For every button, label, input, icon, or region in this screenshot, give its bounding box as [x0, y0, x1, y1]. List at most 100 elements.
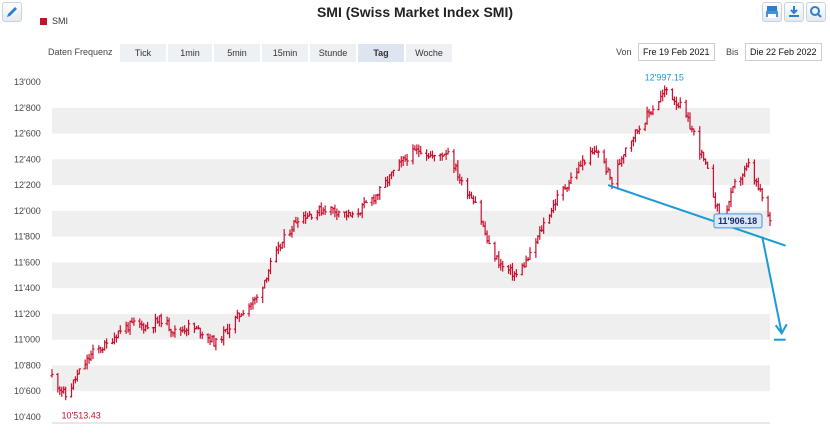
ohlc-bar [261, 286, 265, 303]
ohlc-bar [553, 199, 557, 211]
from-label: Von [616, 47, 632, 57]
ohlc-bar [118, 325, 122, 334]
ohlc-bar [374, 194, 378, 205]
grid-band [52, 365, 770, 392]
zoom-icon [810, 6, 822, 18]
ohlc-bar [651, 105, 655, 116]
ohlc-bar [280, 241, 284, 249]
y-tick-label: 12'800 [14, 103, 41, 113]
ohlc-bar [255, 294, 259, 303]
print-button[interactable] [762, 2, 782, 22]
ohlc-bar [64, 386, 68, 401]
ohlc-bar [268, 257, 273, 275]
ohlc-bar [624, 147, 628, 158]
ohlc-bar [50, 369, 54, 378]
print-icon [766, 6, 778, 18]
tab-tick[interactable]: Tick [120, 44, 166, 62]
ohlc-bar [214, 337, 218, 351]
to-date-input[interactable]: Die 22 Feb 2022 [745, 43, 822, 61]
ohlc-bar [241, 309, 245, 316]
y-tick-label: 11'600 [14, 257, 40, 267]
ohlc-bar [661, 89, 665, 102]
ohlc-bar [676, 102, 680, 109]
ohlc-bar [569, 172, 573, 185]
ohlc-bar [274, 246, 278, 263]
ohlc-bar [89, 350, 93, 361]
ohlc-bar [731, 186, 735, 194]
ohlc-bar [592, 146, 597, 155]
ohlc-bar [446, 147, 450, 155]
ohlc-bar [629, 140, 634, 152]
arrow-head [774, 323, 788, 336]
tab-5min[interactable]: 5min [214, 44, 260, 62]
ohlc-bar [700, 149, 704, 159]
ohlc-bar [350, 211, 355, 218]
download-button[interactable] [784, 2, 804, 22]
ohlc-bar [391, 169, 396, 177]
ohlc-bar [253, 296, 257, 305]
last-value-label: 11'906.18 [718, 216, 757, 226]
edit-button[interactable] [2, 2, 22, 22]
ohlc-bar [173, 325, 177, 338]
tab-stunde[interactable]: Stunde [310, 44, 356, 62]
y-tick-label: 10'400 [14, 412, 41, 422]
y-tick-label: 12'000 [14, 206, 41, 216]
ohlc-bar [596, 149, 600, 158]
tab-15min[interactable]: 15min [262, 44, 308, 62]
tab-woche[interactable]: Woche [406, 44, 452, 62]
ohlc-bar [186, 319, 191, 336]
ohlc-bar [428, 151, 433, 158]
ohlc-bar [337, 210, 341, 218]
grid-band [52, 262, 770, 289]
ohlc-bar [364, 200, 368, 204]
ohlc-bar [678, 97, 682, 109]
ohlc-bar [670, 88, 675, 101]
ohlc-bar [419, 146, 423, 155]
grid-band [52, 210, 770, 237]
ohlc-bar [760, 187, 764, 202]
trendline [607, 184, 786, 247]
forecast-arrow [761, 236, 783, 334]
ohlc-bar [426, 153, 431, 159]
ohlc-bar [159, 313, 163, 328]
tab-tag[interactable]: Tag [358, 44, 404, 62]
ohlc-bar [733, 178, 737, 189]
ohlc-bar [296, 217, 300, 228]
chart-title: SMI (Swiss Market Index SMI) [316, 4, 514, 20]
ohlc-bar [323, 205, 327, 215]
ohlc-bar [105, 338, 109, 349]
ohlc-bar [664, 87, 669, 95]
ohlc-bar [729, 187, 733, 208]
y-tick-label: 11'400 [14, 283, 40, 293]
legend[interactable]: SMI [40, 16, 68, 26]
ohlc-bar [430, 150, 435, 159]
ohlc-bar [372, 194, 376, 205]
ohlc-bar [469, 191, 474, 199]
ohlc-bar [276, 241, 280, 255]
ohlc-bar [555, 190, 559, 206]
ohlc-bar [378, 186, 382, 200]
ohlc-bar [471, 195, 476, 205]
high-label: 12'997.15 [645, 72, 684, 82]
frequency-label: Daten Frequenz [48, 47, 113, 57]
tab-1min[interactable]: 1min [168, 44, 212, 62]
legend-label: SMI [52, 16, 69, 26]
ohlc-bar [768, 211, 772, 227]
ohlc-bar [103, 340, 107, 351]
ohlc-bar [91, 344, 95, 360]
ohlc-bar [282, 228, 286, 248]
ohlc-bar [590, 148, 595, 155]
y-tick-label: 11'000 [14, 335, 40, 345]
ohlc-bar [101, 347, 105, 354]
ohlc-bar [727, 200, 731, 212]
from-date-input[interactable]: Fre 19 Feb 2021 [638, 43, 715, 61]
y-tick-label: 10'800 [14, 360, 41, 370]
ohlc-bar [534, 238, 538, 258]
ohlc-bar [146, 321, 150, 330]
zoom-button[interactable] [806, 2, 826, 22]
ohlc-bar [501, 260, 505, 272]
grid-band [52, 313, 770, 340]
ohlc-bar [432, 154, 437, 162]
ohlc-bar [425, 149, 429, 161]
